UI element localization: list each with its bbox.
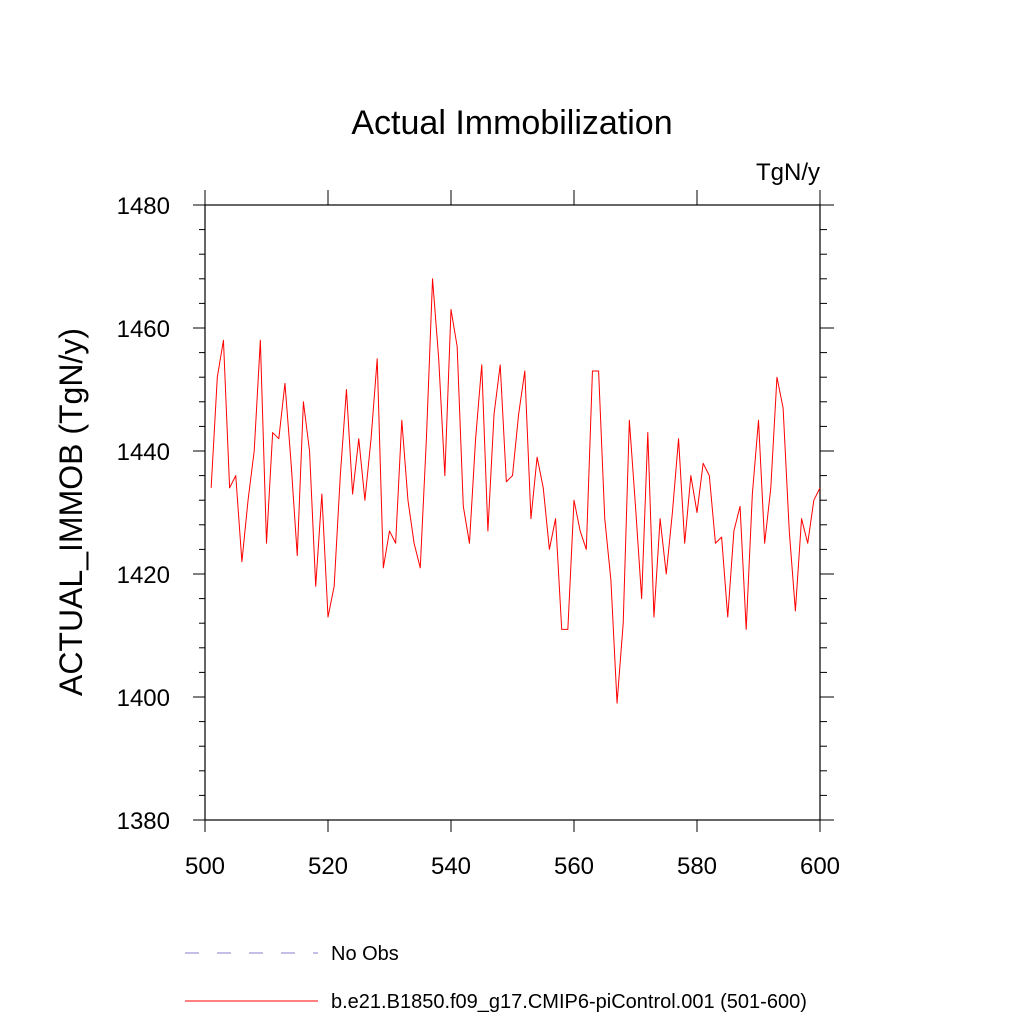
x-tick-label: 500 <box>185 853 225 880</box>
y-axis-label: ACTUAL_IMMOB (TgN/y) <box>53 328 89 696</box>
x-axis-ticks <box>204 190 821 832</box>
series-line-picontrol <box>210 278 821 704</box>
x-tick-label: 540 <box>431 853 471 880</box>
legend: No Obs b.e21.B1850.f09_g17.CMIP6-piContr… <box>185 943 807 1013</box>
units-label: TgN/y <box>756 159 820 186</box>
plot-frame <box>204 204 821 821</box>
legend-label-no-obs: No Obs <box>331 943 399 965</box>
y-tick-label: 1480 <box>117 193 170 220</box>
legend-label-picontrol: b.e21.B1850.f09_g17.CMIP6-piControl.001 … <box>331 991 807 1013</box>
y-tick-label: 1440 <box>117 439 170 466</box>
y-axis-ticks <box>193 204 834 821</box>
x-tick-label: 580 <box>677 853 717 880</box>
x-axis-tick-labels: 500 520 540 560 580 600 <box>185 853 840 880</box>
y-axis-tick-labels: 1380 1400 1420 1440 1460 1480 <box>117 193 170 835</box>
x-tick-label: 520 <box>308 853 348 880</box>
y-tick-label: 1460 <box>117 316 170 343</box>
chart-title: Actual Immobilization <box>351 104 672 142</box>
y-tick-label: 1420 <box>117 562 170 589</box>
series-layer <box>210 278 821 704</box>
x-tick-label: 560 <box>554 853 594 880</box>
y-tick-label: 1380 <box>117 808 170 835</box>
x-tick-label: 600 <box>800 853 840 880</box>
y-tick-label: 1400 <box>117 685 170 712</box>
